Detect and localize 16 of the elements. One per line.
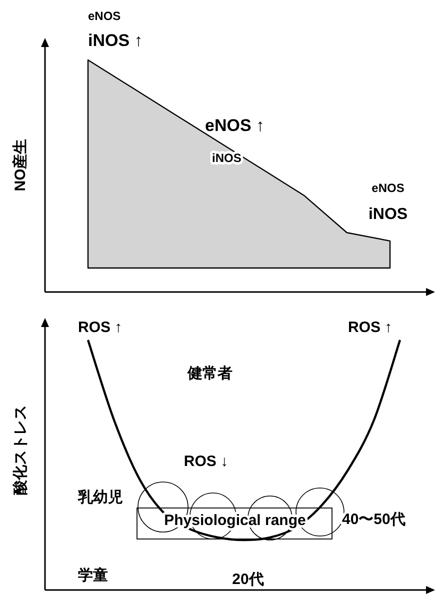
annotation: iNOS bbox=[368, 206, 408, 223]
annotation: 学童 bbox=[78, 566, 108, 584]
annotation: eNOS ↑ bbox=[205, 116, 265, 135]
text: ROS ↑ bbox=[348, 319, 392, 336]
text: eNOS bbox=[88, 9, 121, 23]
annotation: ROS ↓ bbox=[184, 453, 228, 470]
y-axis-title: NO産生 bbox=[11, 138, 29, 192]
annotation: 健常者 bbox=[186, 365, 232, 382]
y-axis-title: 酸化ストレス bbox=[12, 405, 29, 495]
text: ROS ↑ bbox=[78, 319, 122, 336]
annotation: 乳幼児 bbox=[77, 489, 123, 506]
annotation: 40〜50代 bbox=[342, 511, 406, 528]
annotation: 20代 bbox=[232, 571, 264, 588]
annotation: eNOS bbox=[372, 181, 404, 195]
text: iNOS ↑ bbox=[88, 31, 143, 50]
annotation: iNOS bbox=[212, 151, 242, 165]
